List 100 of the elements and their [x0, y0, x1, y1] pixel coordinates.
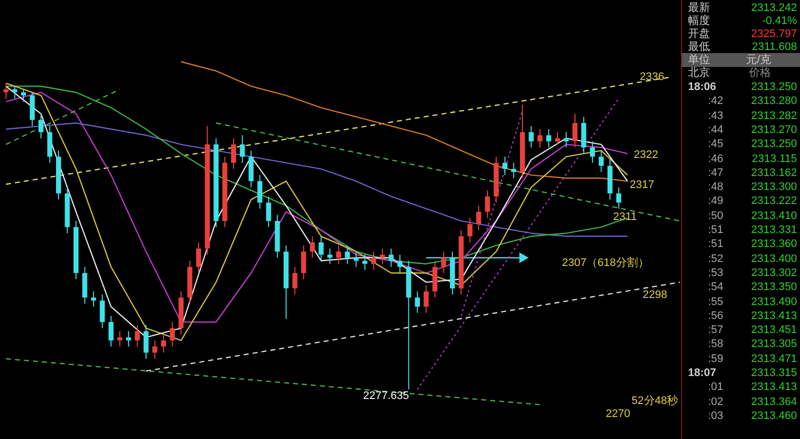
candlestick [388, 248, 394, 268]
candlestick [590, 140, 595, 164]
text: 元/克 [746, 54, 771, 66]
candlestick [476, 205, 482, 231]
candlestick [126, 330, 132, 348]
text: 18:06 [688, 81, 716, 93]
text: :51 [708, 224, 724, 236]
text: 2313.302 [751, 266, 797, 279]
candlestick [100, 294, 105, 329]
candlestick [598, 150, 604, 172]
text: 2313.451 [751, 324, 797, 336]
annotation: 2317 [630, 179, 654, 192]
text: 2313.364 [751, 396, 797, 408]
candlestick [484, 190, 490, 218]
text: 2311.608 [752, 41, 797, 53]
text: :53 [708, 266, 724, 279]
text: 2277.635 [363, 390, 409, 402]
candlestick [362, 254, 368, 270]
text: 最低 [688, 41, 710, 53]
candlestick [266, 196, 272, 228]
candlestick [161, 334, 166, 354]
text: 2313.242 [751, 2, 797, 14]
text: :44 [708, 124, 724, 136]
text: 2270 [606, 408, 630, 420]
text: 幅度 [688, 15, 710, 27]
candlestick [414, 290, 420, 314]
text: 2313.250 [751, 138, 797, 150]
candlestick [240, 134, 245, 164]
text: 2313.162 [751, 166, 797, 179]
candlestick [21, 88, 26, 102]
text: 2313.222 [751, 195, 797, 208]
candlestick [292, 266, 298, 295]
candlestick [554, 132, 560, 145]
candlestick [170, 322, 175, 348]
text: 2313.115 [752, 152, 797, 164]
candlestick [424, 284, 429, 314]
candlestick [537, 128, 542, 148]
candlestick [152, 340, 158, 360]
text: 18:07 [688, 367, 716, 379]
text: 2313.460 [751, 410, 797, 422]
candlestick [354, 251, 359, 268]
text: 2313.400 [751, 252, 797, 265]
text: 2313.413 [751, 381, 797, 394]
text: :52 [708, 252, 724, 265]
candlestick [336, 244, 342, 264]
candlestick [441, 251, 446, 274]
candlestick [467, 217, 472, 243]
text: :45 [708, 138, 724, 150]
text: :58 [708, 338, 724, 350]
text: 2313.410 [751, 210, 797, 222]
text: 2313.305 [751, 338, 797, 350]
text: :48 [708, 181, 724, 194]
candlestick [327, 248, 332, 264]
text: :49 [708, 195, 724, 208]
candlestick [511, 162, 516, 179]
text: 2313.300 [751, 181, 797, 194]
candlestick [134, 324, 140, 348]
text: :57 [708, 324, 724, 336]
candlestick [380, 248, 385, 264]
candlestick [572, 113, 578, 148]
candlestick [344, 244, 350, 264]
text: 2313.360 [751, 238, 797, 250]
annotation: 2322 [634, 149, 658, 162]
candlestick [502, 156, 508, 176]
candlestick [108, 315, 114, 348]
candlestick [231, 138, 236, 170]
text: 2313.282 [751, 110, 797, 122]
text: 价格 [749, 67, 771, 79]
candlestick [528, 126, 534, 148]
text: 最新 [688, 2, 710, 14]
text: :50 [708, 210, 724, 222]
candlestick [117, 330, 122, 348]
candlestick [91, 290, 96, 308]
text: :43 [708, 110, 724, 122]
text: 北京 [688, 67, 710, 79]
text: 单位 [688, 54, 710, 66]
text: 2313.315 [751, 367, 797, 379]
text: 2313.280 [751, 95, 797, 108]
text: 2313.270 [751, 124, 797, 136]
text: :55 [708, 296, 724, 308]
text: 2313.490 [751, 296, 797, 308]
text: 2313.471 [751, 352, 797, 365]
text: 2313.331 [751, 224, 797, 236]
candlestick [397, 254, 402, 274]
text: :01 [708, 381, 724, 394]
candlestick [38, 113, 44, 139]
candlestick [144, 324, 149, 360]
candlestick [196, 242, 202, 274]
candlestick [257, 174, 262, 210]
candlestick [318, 236, 324, 262]
candlestick [4, 82, 8, 99]
annotation: 2307（618分割） [562, 256, 649, 270]
text: :47 [708, 166, 724, 179]
text: 2336 [640, 71, 664, 84]
candlestick [564, 132, 569, 148]
text: :59 [708, 352, 724, 365]
text: :51 [708, 238, 724, 250]
text: 2313.413 [751, 310, 797, 322]
text: 开盘 [688, 28, 710, 40]
candlestick [616, 186, 622, 210]
